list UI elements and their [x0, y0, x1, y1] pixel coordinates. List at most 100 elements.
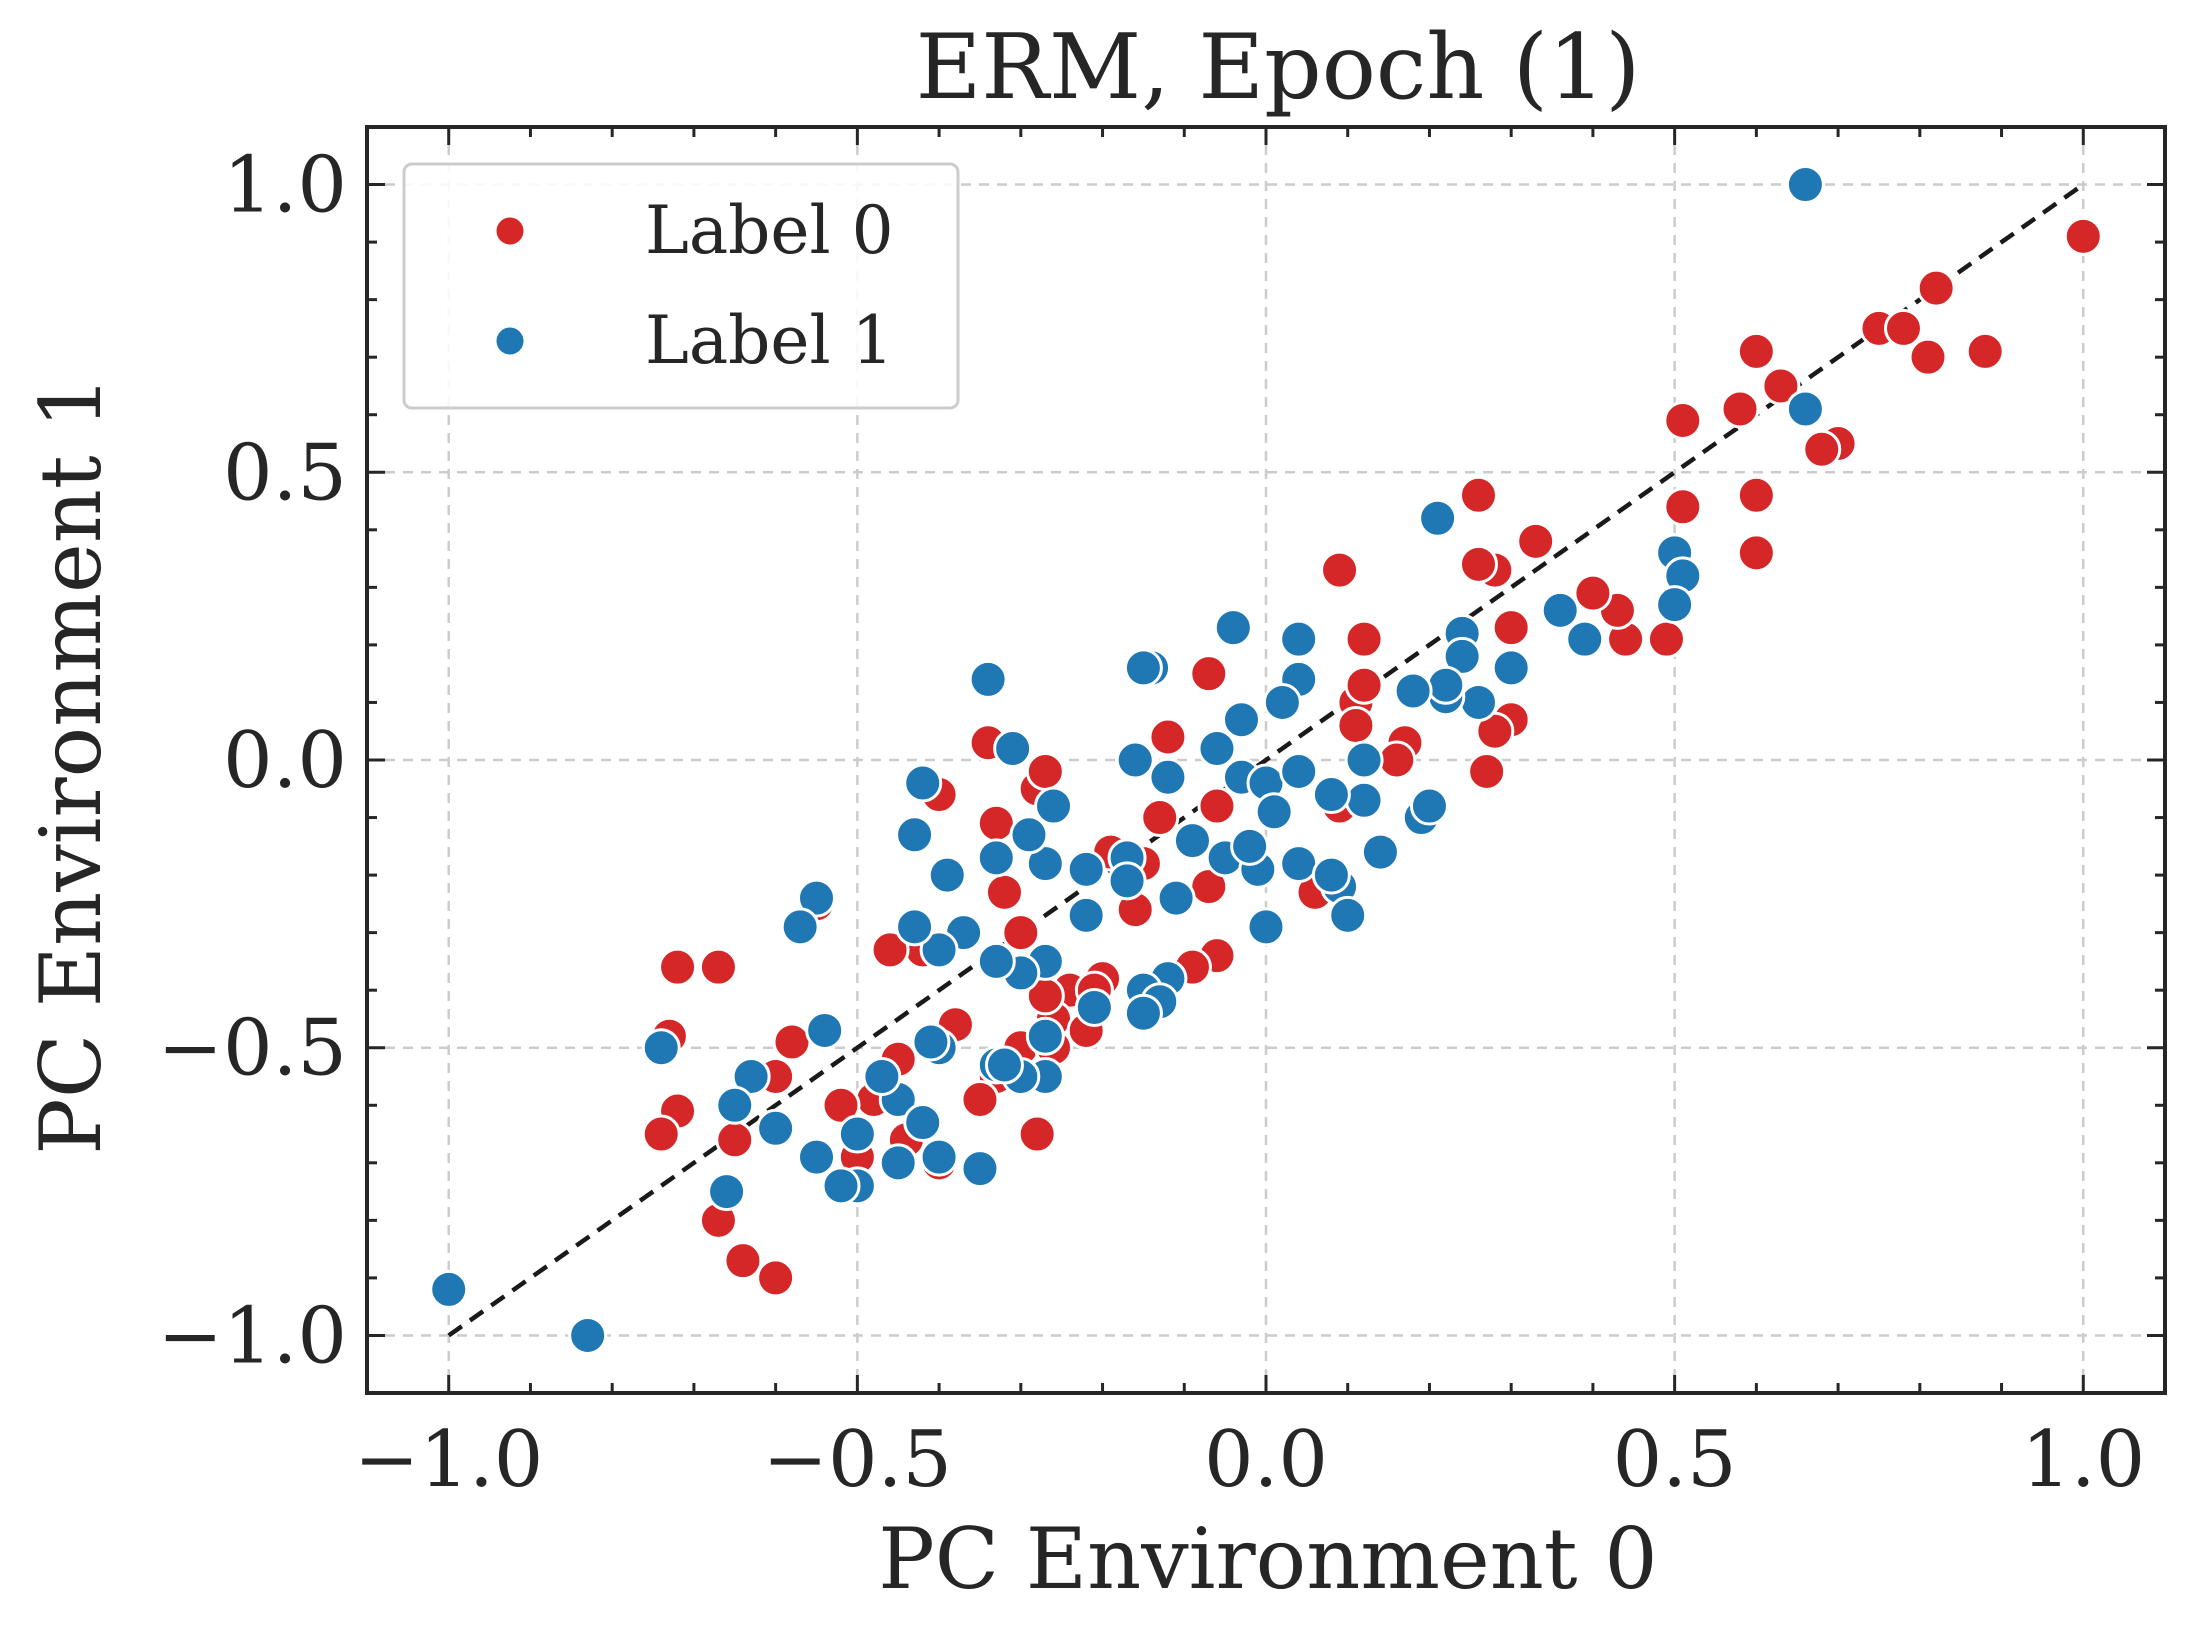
scatter-point-label-0	[1467, 752, 1507, 792]
scatter-point-label-0	[1736, 475, 1776, 515]
scatter-point-label-0	[1720, 389, 1760, 429]
scatter-point-label-1	[1785, 165, 1825, 205]
scatter-point-label-1	[1458, 682, 1498, 722]
scatter-point-label-0	[1802, 429, 1842, 469]
scatter-point-label-1	[1025, 1016, 1065, 1056]
scatter-point-label-1	[1221, 700, 1261, 740]
y-tick-label: 0.5	[223, 428, 347, 518]
scatter-point-label-1	[1123, 648, 1163, 688]
scatter-point-label-1	[1409, 786, 1449, 826]
x-tick-label: −1.0	[354, 1415, 543, 1505]
axis-tick-labels: −1.0 −0.5 0.0 0.5 1.0 −1.0 −0.5 0.0 0.5 1.0	[158, 141, 2146, 1505]
scatter-point-label-1	[837, 1114, 877, 1154]
scatter-point-label-0	[1491, 608, 1531, 648]
scatter-point-label-1	[715, 1085, 755, 1125]
scatter-point-label-0	[1883, 308, 1923, 348]
scatter-point-label-1	[1279, 619, 1319, 659]
scatter-point-label-1	[960, 1149, 1000, 1189]
scatter-point-label-1	[1393, 671, 1433, 711]
scatter-point-label-1	[1262, 682, 1302, 722]
x-tick-label: 0.0	[1204, 1415, 1328, 1505]
scatter-point-label-1	[805, 1010, 845, 1050]
scatter-point-label-1	[1254, 792, 1294, 832]
scatter-point-label-1	[756, 1108, 796, 1148]
scatter-point-label-0	[1475, 711, 1515, 751]
scatter-point-label-1	[1540, 590, 1580, 630]
scatter-point-label-1	[1418, 498, 1458, 538]
scatter-point-label-0	[1761, 366, 1801, 406]
scatter-point-label-1	[1246, 907, 1286, 947]
scatter-point-label-0	[698, 947, 738, 987]
y-tick-label: −1.0	[158, 1291, 347, 1381]
scatter-point-label-0	[1344, 619, 1384, 659]
scatter-point-label-1	[797, 1137, 836, 1177]
scatter-point-label-0	[1736, 533, 1776, 573]
scatter-point-label-0	[1458, 544, 1498, 584]
scatter-point-label-1	[1328, 895, 1368, 935]
y-tick-label: −0.5	[158, 1004, 347, 1094]
scatter-point-label-0	[1197, 786, 1237, 826]
y-tick-label: 0.0	[223, 716, 347, 806]
legend-marker-label-0	[493, 214, 527, 248]
scatter-point-label-0	[984, 872, 1024, 912]
scatter-point-label-1	[1655, 585, 1695, 625]
legend-label-1: Label 1	[645, 302, 894, 379]
scatter-point-label-1	[1213, 608, 1253, 648]
scatter-point-label-1	[1785, 389, 1825, 429]
scatter-point-label-0	[1025, 752, 1065, 792]
scatter-point-label-0	[658, 947, 698, 987]
scatter-point-label-0	[1908, 337, 1948, 377]
scatter-point-label-0	[1320, 550, 1360, 590]
scatter-point-label-0	[1516, 521, 1556, 561]
scatter-point-label-1	[919, 1137, 959, 1177]
scatter-point-label-0	[1377, 740, 1417, 780]
scatter-point-label-1	[1279, 752, 1319, 792]
scatter-point-label-1	[1107, 861, 1147, 901]
scatter-point-label-1	[707, 1172, 747, 1212]
scatter-point-label-1	[1066, 849, 1106, 889]
scatter-point-label-0	[960, 1080, 1000, 1120]
y-tick-label: 1.0	[223, 141, 347, 231]
scatter-point-label-0	[1017, 1114, 1057, 1154]
scatter-point-label-1	[1172, 821, 1212, 861]
scatter-point-label-0	[821, 1085, 861, 1125]
x-tick-label: 0.5	[1613, 1415, 1737, 1505]
axis-ticks	[367, 127, 2165, 1393]
scatter-point-label-1	[1442, 636, 1482, 676]
scatter-point-label-1	[1123, 993, 1163, 1033]
scatter-point-label-0	[1965, 331, 2005, 371]
scatter-point-label-0	[1344, 665, 1384, 705]
scatter-point-label-1	[862, 1057, 902, 1096]
legend-label-0: Label 0	[645, 192, 894, 269]
scatter-point-label-0	[1140, 798, 1180, 838]
scatter-point-label-1	[976, 838, 1016, 878]
scatter-point-label-1	[895, 815, 935, 855]
scatter-point-label-1	[1148, 757, 1188, 797]
scatter-point-label-1	[878, 1143, 918, 1183]
scatter-point-label-1	[984, 1045, 1024, 1085]
scatter-point-label-1	[911, 1022, 951, 1062]
scatter-point-label-0	[1736, 331, 1776, 371]
x-tick-label: −0.5	[763, 1415, 952, 1505]
scatter-point-label-0	[1336, 705, 1376, 745]
scatter-point-label-1	[1066, 895, 1106, 935]
scatter-point-label-1	[1344, 780, 1384, 820]
scatter-point-label-0	[723, 1241, 763, 1281]
scatter-point-label-1	[1311, 775, 1351, 815]
scatter-point-label-0	[2063, 216, 2103, 256]
scatter-point-label-1	[993, 728, 1033, 768]
y-axis-label: PC Environment 1	[22, 375, 120, 1154]
scatter-point-label-1	[919, 930, 959, 970]
scatter-point-label-1	[1025, 844, 1065, 884]
scatter-point-label-0	[715, 1120, 755, 1160]
scatter-point-label-1	[821, 1166, 861, 1206]
legend-box	[402, 162, 960, 410]
scatter-point-label-1	[1279, 844, 1319, 884]
scatter-point-label-1	[568, 1315, 608, 1355]
scatter-point-label-0	[1646, 619, 1686, 659]
legend-marker-label-1	[493, 324, 527, 358]
scatter-point-label-0	[772, 1022, 812, 1062]
scatter-point-label-1	[429, 1269, 469, 1309]
scatter-point-label-1	[968, 659, 1008, 699]
